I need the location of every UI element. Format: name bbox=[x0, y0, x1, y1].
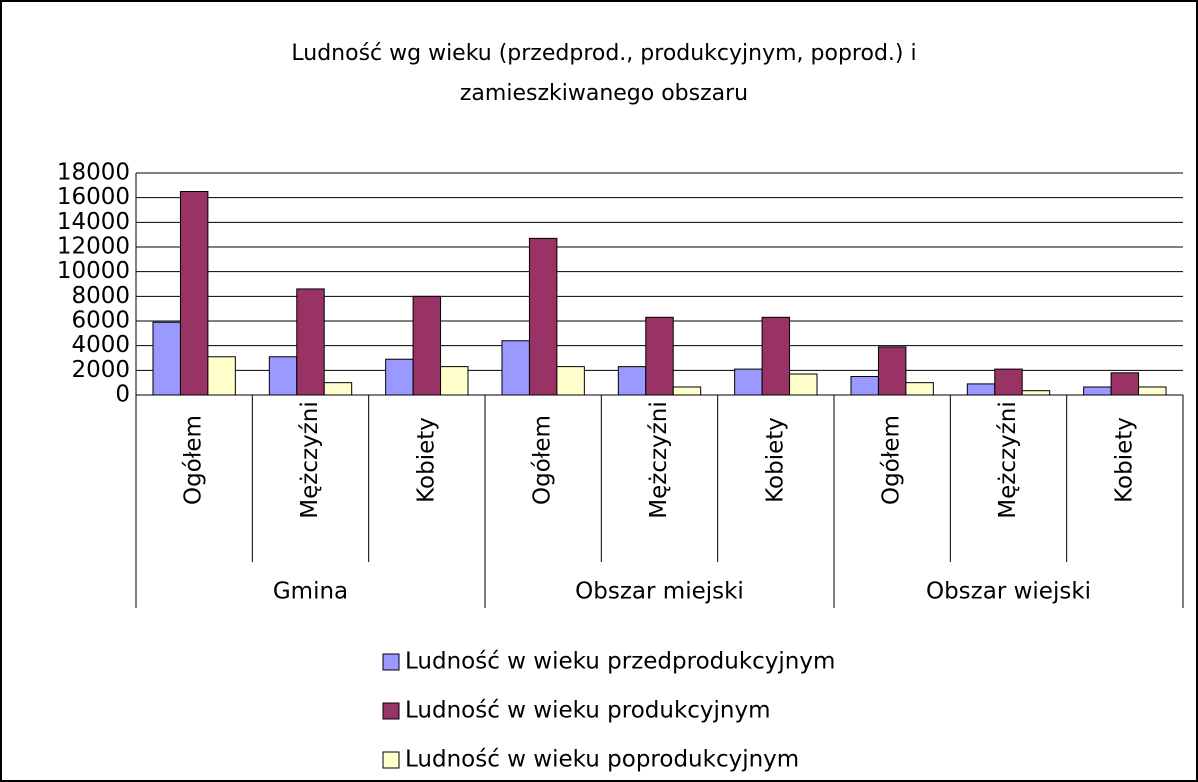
y-tick-label: 10000 bbox=[57, 258, 130, 284]
legend-swatch bbox=[382, 653, 400, 671]
group-label: Obszar wiejski bbox=[926, 579, 1091, 605]
bar bbox=[994, 368, 1023, 396]
x-tick-label: Ogółem bbox=[879, 415, 905, 505]
bar bbox=[556, 366, 585, 396]
bar bbox=[877, 346, 907, 396]
bar bbox=[734, 368, 763, 396]
bar bbox=[1138, 386, 1167, 396]
legend-label: Ludność w wieku produkcyjnym bbox=[405, 698, 771, 724]
y-tick-label: 12000 bbox=[57, 234, 130, 260]
x-tick-label: Kobiety bbox=[762, 417, 788, 503]
bar bbox=[207, 356, 236, 396]
x-tick-label: Mężczyźni bbox=[297, 401, 323, 518]
bar bbox=[412, 295, 442, 396]
group-label: Gmina bbox=[273, 579, 348, 605]
y-tick-label: 8000 bbox=[71, 283, 130, 309]
bar bbox=[645, 316, 674, 396]
legend-swatch bbox=[382, 751, 400, 769]
y-tick-label: 14000 bbox=[57, 209, 130, 235]
bar bbox=[966, 383, 996, 396]
bar bbox=[905, 382, 934, 396]
bar bbox=[440, 366, 469, 396]
bar bbox=[296, 288, 325, 396]
x-tick-label: Kobiety bbox=[1111, 417, 1137, 503]
bar bbox=[617, 366, 647, 396]
y-tick-label: 18000 bbox=[57, 160, 130, 186]
x-tick-label: Ogółem bbox=[530, 415, 556, 505]
bar bbox=[1021, 390, 1051, 396]
bar bbox=[672, 386, 702, 396]
legend-swatch bbox=[382, 702, 400, 720]
legend-label: Ludność w wieku przedprodukcyjnym bbox=[405, 649, 835, 675]
chart-title: Ludność wg wieku (przedprod., produkcyjn… bbox=[291, 41, 916, 66]
bar bbox=[323, 382, 353, 396]
bar bbox=[761, 316, 791, 396]
legend-label: Ludność w wieku poprodukcyjnym bbox=[405, 747, 799, 773]
group-label: Obszar miejski bbox=[575, 579, 744, 605]
x-tick-label: Mężczyźni bbox=[646, 401, 672, 518]
bar bbox=[528, 237, 558, 396]
bar bbox=[1110, 372, 1140, 396]
bar bbox=[179, 191, 209, 396]
bar bbox=[1083, 386, 1112, 396]
bar bbox=[501, 340, 530, 396]
bar bbox=[385, 358, 414, 396]
bar bbox=[152, 321, 181, 396]
bar bbox=[268, 356, 298, 396]
y-tick-label: 2000 bbox=[71, 357, 130, 383]
chart-title: zamieszkiwanego obszaru bbox=[460, 81, 748, 106]
x-tick-label: Kobiety bbox=[413, 417, 439, 503]
y-tick-label: 0 bbox=[115, 382, 130, 408]
y-tick-label: 6000 bbox=[71, 308, 130, 334]
bar bbox=[850, 376, 879, 396]
bar bbox=[789, 373, 818, 396]
y-tick-label: 4000 bbox=[71, 332, 130, 358]
x-tick-label: Mężczyźni bbox=[995, 401, 1021, 518]
x-tick-label: Ogółem bbox=[181, 415, 207, 505]
y-tick-label: 16000 bbox=[57, 184, 130, 210]
